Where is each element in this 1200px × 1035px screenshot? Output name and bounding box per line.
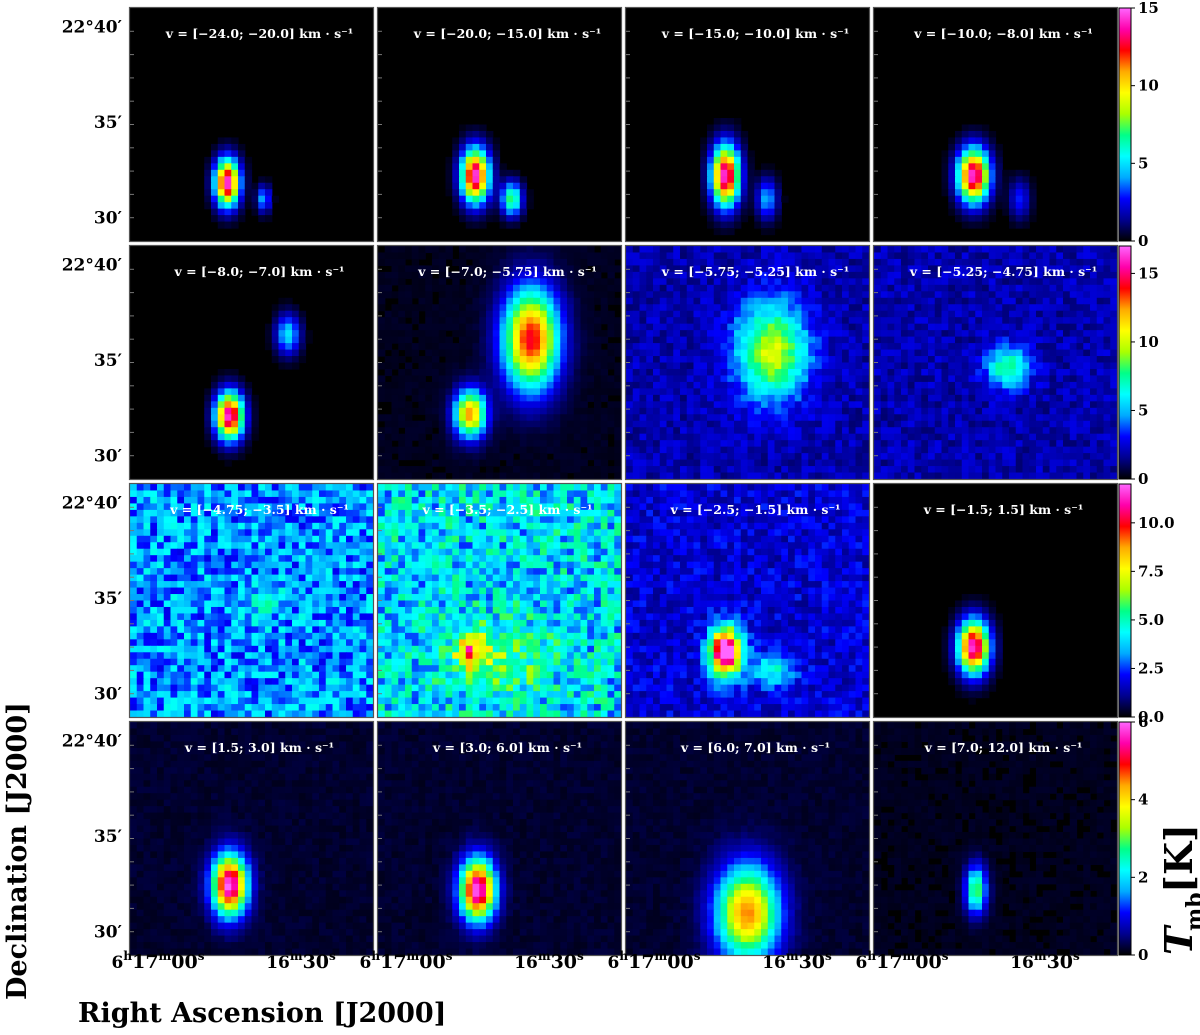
velocity-range-label: v = [−10.0; −8.0] km · s⁻¹ bbox=[913, 26, 1093, 41]
colorbar-tick-label: 15 bbox=[1138, 264, 1159, 282]
channel-panel bbox=[204, 137, 280, 229]
colorbar-title-subscript: mb bbox=[1182, 892, 1200, 931]
x-axis-title: Right Ascension [J2000] bbox=[78, 998, 446, 1029]
channel-panel bbox=[378, 722, 622, 956]
dec-tick-label: 22°40′ bbox=[62, 494, 123, 514]
velocity-range-label: v = [7.0; 12.0] km · s⁻¹ bbox=[924, 740, 1083, 755]
velocity-range-label: v = [6.0; 7.0] km · s⁻¹ bbox=[680, 740, 830, 755]
colorbar bbox=[1118, 721, 1132, 956]
channel-panel bbox=[700, 118, 789, 236]
panel-frame bbox=[872, 6, 1119, 243]
ra-tick-label: 6h17m00s bbox=[856, 949, 949, 973]
colorbar-tick-label: 15 bbox=[1138, 0, 1159, 17]
channel-panel bbox=[941, 124, 1037, 229]
colorbar-tick-label: 0 bbox=[1138, 232, 1148, 250]
channel-panel bbox=[204, 297, 313, 467]
channel-panel bbox=[874, 246, 1118, 480]
channel-panel bbox=[378, 484, 622, 718]
ra-tick-label: 16m30s bbox=[1010, 949, 1080, 973]
dec-tick-label: 35′ bbox=[94, 351, 123, 371]
colorbar bbox=[1118, 483, 1132, 718]
panel-grid: v = [−24.0; −20.0] km · s⁻¹ v = [−20.0; −… bbox=[128, 6, 1119, 957]
colorbar-tick-label: 10.0 bbox=[1138, 514, 1175, 532]
ra-tick-label: 16m30s bbox=[266, 949, 336, 973]
channel-panel bbox=[874, 722, 1118, 956]
velocity-range-label: v = [3.0; 6.0] km · s⁻¹ bbox=[432, 740, 582, 755]
dec-tick-label: 30′ bbox=[94, 923, 123, 943]
ra-tick-label: 6h17m00s bbox=[360, 949, 453, 973]
channel-panel bbox=[378, 246, 622, 480]
colorbar-tick-label: 0 bbox=[1138, 470, 1148, 488]
colorbar-tick-label: 10 bbox=[1138, 77, 1159, 95]
channel-panel bbox=[130, 484, 374, 718]
ra-tick-label: 6h17m00s bbox=[608, 949, 701, 973]
panel-frame bbox=[872, 720, 1119, 957]
colorbar bbox=[1118, 7, 1132, 242]
colorbar-tick-label: 0.0 bbox=[1138, 708, 1164, 726]
panel-frame bbox=[376, 720, 623, 957]
channel-panel bbox=[445, 124, 534, 229]
velocity-range-label: v = [1.5; 3.0] km · s⁻¹ bbox=[184, 740, 334, 755]
panel-frame bbox=[872, 244, 1119, 481]
colorbar-tick-label: 6 bbox=[1138, 713, 1148, 731]
tick-labels: 22°40′ 35′ 30′ 22°40′ 35′ 30′ 22°40′ 35′ 30′ 22°4… bbox=[62, 18, 1080, 973]
channel-panel bbox=[941, 594, 1003, 705]
velocity-range-label: v = [−5.25; −4.75] km · s⁻¹ bbox=[909, 264, 1097, 279]
panel-frame bbox=[128, 482, 375, 719]
panel-frame bbox=[128, 720, 375, 957]
velocity-range-label: v = [−5.75; −5.25] km · s⁻¹ bbox=[661, 264, 849, 279]
velocity-range-label: v = [−24.0; −20.0] km · s⁻¹ bbox=[165, 26, 353, 41]
panel-frame bbox=[624, 720, 871, 957]
channel-panel bbox=[626, 722, 870, 956]
panel-frame bbox=[624, 6, 871, 243]
panel-frame bbox=[872, 482, 1119, 719]
velocity-range-label: v = [−4.75; −3.5] km · s⁻¹ bbox=[169, 502, 349, 517]
panel-frame bbox=[376, 6, 623, 243]
colorbar-tick-label: 4 bbox=[1138, 791, 1148, 809]
colorbar-group: 0 5 10 15 0 5 10 15 0.0 2.5 5.0 7.5 10.0 0 2 4 6 bbox=[1118, 0, 1175, 964]
colorbar-tick-label: 2.5 bbox=[1138, 659, 1164, 677]
ra-tick-label: 16m30s bbox=[514, 949, 584, 973]
channel-panel bbox=[626, 484, 870, 718]
velocity-range-label: v = [−1.5; 1.5] km · s⁻¹ bbox=[923, 502, 1084, 517]
panel-frame bbox=[128, 6, 375, 243]
velocity-range-label: v = [−3.5; −2.5] km · s⁻¹ bbox=[421, 502, 592, 517]
y-axis-title: Declination [J2000] bbox=[2, 702, 33, 1000]
panel-frame bbox=[624, 482, 871, 719]
dec-tick-label: 22°40′ bbox=[62, 732, 123, 752]
dec-tick-label: 30′ bbox=[94, 209, 123, 229]
velocity-range-label: v = [−15.0; −10.0] km · s⁻¹ bbox=[661, 26, 849, 41]
dec-tick-label: 35′ bbox=[94, 113, 123, 133]
panel-frame bbox=[376, 482, 623, 719]
colorbar-title-symbol: T bbox=[1156, 924, 1200, 955]
panel-frame bbox=[376, 244, 623, 481]
dec-tick-label: 30′ bbox=[94, 447, 123, 467]
ra-tick-label: 16m30s bbox=[762, 949, 832, 973]
panel-frame bbox=[624, 244, 871, 481]
channel-panel bbox=[626, 246, 870, 480]
dec-tick-label: 35′ bbox=[94, 589, 123, 609]
dec-tick-label: 22°40′ bbox=[62, 18, 123, 38]
velocity-range-label: v = [−8.0; −7.0] km · s⁻¹ bbox=[173, 264, 344, 279]
velocity-range-label: v = [−7.0; −5.75] km · s⁻¹ bbox=[417, 264, 597, 279]
colorbar-tick-label: 5.0 bbox=[1138, 611, 1164, 629]
colorbar-tick-label: 7.5 bbox=[1138, 562, 1164, 580]
panel-frame bbox=[128, 244, 375, 481]
colorbar bbox=[1118, 245, 1132, 480]
colorbar-tick-label: 10 bbox=[1138, 333, 1159, 351]
velocity-range-label: v = [−20.0; −15.0] km · s⁻¹ bbox=[413, 26, 601, 41]
dec-tick-label: 22°40′ bbox=[62, 256, 123, 276]
colorbar-title-unit: [K] bbox=[1156, 824, 1200, 893]
colorbar-tick-label: 5 bbox=[1138, 401, 1148, 419]
dec-tick-label: 30′ bbox=[94, 685, 123, 705]
channel-panel bbox=[130, 722, 374, 956]
ra-tick-label: 6h17m00s bbox=[112, 949, 205, 973]
colorbar-tick-label: 2 bbox=[1138, 868, 1148, 886]
colorbar-title: T mb [K] bbox=[1156, 824, 1200, 955]
colorbar-tick-label: 5 bbox=[1138, 154, 1148, 172]
dec-tick-label: 35′ bbox=[94, 827, 123, 847]
velocity-range-label: v = [−2.5; −1.5] km · s⁻¹ bbox=[669, 502, 840, 517]
colorbar-tick-label: 0 bbox=[1138, 946, 1148, 964]
